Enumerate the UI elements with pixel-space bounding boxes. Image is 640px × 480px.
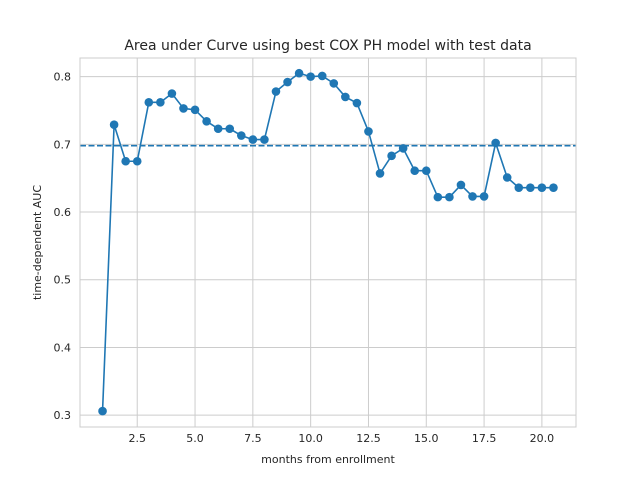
- series-layer: [98, 68, 558, 416]
- data-point: [398, 144, 408, 153]
- data-point: [202, 117, 211, 126]
- x-tick-label: 12.5: [356, 432, 381, 445]
- data-point: [549, 183, 558, 192]
- data-point: [537, 183, 547, 192]
- y-axis-label: time-dependent AUC: [31, 185, 44, 300]
- tick-labels: 2.5 5.0 7.5 10.0 12.5 15.0 17.5 20.0 0.3 0.4 0.5 0.…: [54, 71, 555, 445]
- y-tick-label: 0.4: [54, 341, 72, 354]
- data-point: [421, 166, 431, 176]
- x-tick-label: 20.0: [530, 432, 555, 445]
- x-tick-label: 7.5: [244, 432, 262, 445]
- y-tick-label: 0.8: [54, 71, 72, 84]
- data-point: [514, 183, 524, 192]
- data-point: [271, 87, 281, 96]
- data-point: [236, 131, 246, 140]
- data-point: [306, 72, 315, 81]
- y-tick-label: 0.6: [54, 206, 72, 219]
- data-point: [317, 71, 327, 81]
- data-point: [144, 98, 154, 107]
- data-point: [225, 124, 235, 134]
- grid-lines: [80, 58, 576, 427]
- data-point: [364, 127, 373, 136]
- series-line: [101, 72, 554, 412]
- y-tick-label: 0.5: [54, 274, 72, 287]
- y-tick-label: 0.7: [54, 138, 72, 151]
- data-point: [132, 156, 142, 166]
- data-point: [329, 79, 339, 88]
- data-point: [121, 156, 130, 166]
- x-tick-label: 10.0: [298, 432, 323, 445]
- data-point: [526, 183, 535, 192]
- data-point: [179, 104, 188, 113]
- x-tick-label: 15.0: [414, 432, 439, 445]
- data-point: [260, 135, 269, 144]
- data-point: [213, 124, 223, 134]
- data-point: [410, 166, 420, 176]
- plot-background: [80, 58, 576, 427]
- data-point: [341, 92, 350, 102]
- data-point: [387, 151, 396, 161]
- chart-title: Area under Curve using best COX PH model…: [124, 38, 531, 54]
- data-point: [445, 192, 454, 202]
- data-point: [375, 169, 385, 178]
- data-point: [190, 105, 200, 115]
- x-axis-label: months from enrollment: [261, 453, 395, 466]
- y-tick-label: 0.3: [54, 409, 72, 422]
- data-point: [479, 192, 489, 201]
- plot-border: [79, 57, 577, 428]
- data-point: [248, 135, 258, 144]
- x-tick-label: 17.5: [472, 432, 497, 445]
- plot-area: [79, 57, 577, 428]
- data-point: [109, 120, 119, 129]
- data-point: [156, 98, 165, 107]
- x-tick-label: 2.5: [128, 432, 146, 445]
- data-point: [502, 173, 512, 182]
- data-point: [456, 180, 466, 190]
- data-point: [491, 138, 500, 148]
- data-point: [468, 192, 477, 201]
- data-point: [294, 68, 304, 78]
- data-point: [283, 77, 292, 87]
- data-point: [167, 89, 177, 98]
- x-tick-label: 5.0: [186, 432, 204, 445]
- data-point: [98, 406, 107, 416]
- data-point: [433, 192, 443, 202]
- data-point: [352, 98, 362, 108]
